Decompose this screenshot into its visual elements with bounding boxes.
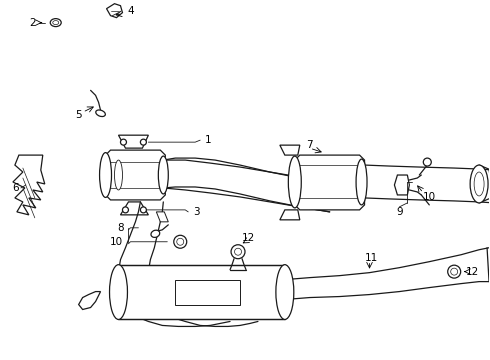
Circle shape <box>122 207 128 213</box>
Polygon shape <box>280 210 300 220</box>
Text: 3: 3 <box>193 207 199 217</box>
Ellipse shape <box>158 156 168 194</box>
Polygon shape <box>295 155 365 210</box>
Ellipse shape <box>451 268 458 275</box>
Polygon shape <box>156 212 168 222</box>
Text: 4: 4 <box>127 6 134 15</box>
Polygon shape <box>280 145 300 155</box>
Text: 12: 12 <box>242 233 255 243</box>
Polygon shape <box>105 150 165 200</box>
Ellipse shape <box>174 235 187 248</box>
Text: 1: 1 <box>205 135 212 145</box>
Polygon shape <box>119 265 285 319</box>
Ellipse shape <box>470 165 488 203</box>
Ellipse shape <box>110 265 127 319</box>
Ellipse shape <box>96 110 105 117</box>
Text: 6: 6 <box>13 183 19 193</box>
Ellipse shape <box>115 160 122 190</box>
Ellipse shape <box>50 19 61 27</box>
Polygon shape <box>121 202 148 215</box>
Ellipse shape <box>235 248 242 255</box>
Text: 7: 7 <box>306 140 313 150</box>
Ellipse shape <box>151 230 160 237</box>
Text: 11: 11 <box>365 253 378 263</box>
Circle shape <box>141 139 147 145</box>
Text: 12: 12 <box>466 267 479 276</box>
Ellipse shape <box>53 21 59 24</box>
Ellipse shape <box>423 158 431 166</box>
Polygon shape <box>78 292 100 310</box>
Polygon shape <box>106 4 122 18</box>
Ellipse shape <box>288 156 301 208</box>
Ellipse shape <box>177 238 184 245</box>
Polygon shape <box>119 135 148 148</box>
Text: 10: 10 <box>423 192 436 202</box>
Ellipse shape <box>231 245 245 259</box>
Ellipse shape <box>474 172 484 196</box>
Ellipse shape <box>356 159 367 205</box>
Polygon shape <box>13 155 45 215</box>
Text: 2: 2 <box>29 18 36 28</box>
Polygon shape <box>175 280 240 305</box>
Ellipse shape <box>276 265 294 319</box>
Circle shape <box>121 139 126 145</box>
Text: 10: 10 <box>110 237 123 247</box>
Text: 9: 9 <box>396 207 403 217</box>
Text: 5: 5 <box>75 110 82 120</box>
Text: 8: 8 <box>117 223 124 233</box>
Ellipse shape <box>448 265 461 278</box>
Polygon shape <box>394 175 409 195</box>
Ellipse shape <box>99 153 112 197</box>
Circle shape <box>141 207 147 213</box>
